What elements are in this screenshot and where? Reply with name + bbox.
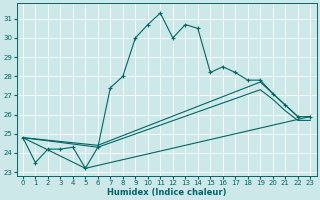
X-axis label: Humidex (Indice chaleur): Humidex (Indice chaleur) <box>107 188 226 197</box>
